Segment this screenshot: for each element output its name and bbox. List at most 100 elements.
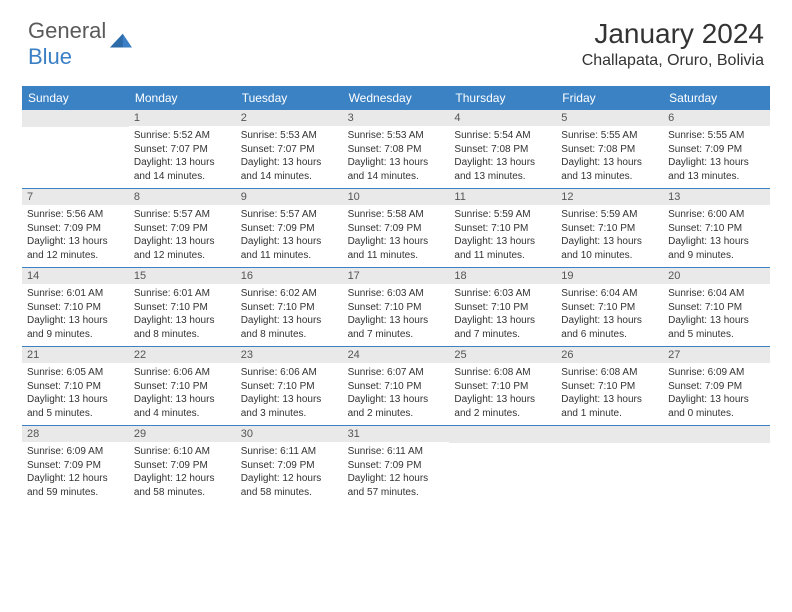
cell-body: Sunrise: 6:05 AMSunset: 7:10 PMDaylight:… — [22, 363, 129, 425]
daylight-text: Daylight: 13 hours and 13 minutes. — [668, 156, 765, 183]
sunrise-text: Sunrise: 6:11 AM — [348, 445, 445, 459]
calendar-cell — [663, 426, 770, 504]
day-number: 5 — [556, 110, 663, 126]
sunrise-text: Sunrise: 5:52 AM — [134, 129, 231, 143]
day-number: 1 — [129, 110, 236, 126]
daylight-text: Daylight: 13 hours and 14 minutes. — [241, 156, 338, 183]
calendar-cell: 26Sunrise: 6:08 AMSunset: 7:10 PMDayligh… — [556, 347, 663, 425]
day-number: 30 — [236, 426, 343, 442]
daylight-text: Daylight: 13 hours and 4 minutes. — [134, 393, 231, 420]
sunset-text: Sunset: 7:09 PM — [27, 459, 124, 473]
location-text: Challapata, Oruro, Bolivia — [582, 52, 764, 70]
sunset-text: Sunset: 7:10 PM — [134, 301, 231, 315]
sunset-text: Sunset: 7:10 PM — [561, 380, 658, 394]
calendar-cell: 18 Sunrise: 6:03 AMSunset: 7:10 PMDayligh… — [449, 268, 556, 346]
cell-body: Sunrise: 6:11 AMSunset: 7:09 PMDaylight:… — [343, 442, 450, 504]
week-row: 21Sunrise: 6:05 AMSunset: 7:10 PMDayligh… — [22, 347, 770, 426]
cell-body: Sunrise: 6:04 AMSunset: 7:10 PMDaylight:… — [556, 284, 663, 346]
cell-body: Sunrise: 6:08 AMSunset: 7:10 PMDaylight:… — [556, 363, 663, 425]
calendar-cell: 12Sunrise: 5:59 AMSunset: 7:10 PMDayligh… — [556, 189, 663, 267]
daylight-text: Daylight: 13 hours and 11 minutes. — [241, 235, 338, 262]
day-number: 8 — [129, 189, 236, 205]
calendar-cell: 20Sunrise: 6:04 AMSunset: 7:10 PMDayligh… — [663, 268, 770, 346]
calendar-cell — [556, 426, 663, 504]
day-number: 28 — [22, 426, 129, 442]
sunrise-text: Sunrise: 5:59 AM — [454, 208, 551, 222]
calendar-cell — [22, 110, 129, 188]
sunrise-text: Sunrise: 6:09 AM — [27, 445, 124, 459]
sunset-text: Sunset: 7:09 PM — [134, 459, 231, 473]
daylight-text: Daylight: 13 hours and 2 minutes. — [348, 393, 445, 420]
sunset-text: Sunset: 7:07 PM — [241, 143, 338, 157]
day-number: 19 — [556, 268, 663, 284]
day-number — [556, 426, 663, 443]
daylight-text: Daylight: 13 hours and 12 minutes. — [134, 235, 231, 262]
day-number: 18 — [449, 268, 556, 284]
daylight-text: Daylight: 13 hours and 13 minutes. — [454, 156, 551, 183]
day-header: Monday — [129, 86, 236, 110]
day-number: 12 — [556, 189, 663, 205]
day-header: Tuesday — [236, 86, 343, 110]
day-number: 10 — [343, 189, 450, 205]
calendar-cell: 8Sunrise: 5:57 AMSunset: 7:09 PMDaylight… — [129, 189, 236, 267]
daylight-text: Daylight: 13 hours and 12 minutes. — [27, 235, 124, 262]
calendar-cell: 29Sunrise: 6:10 AMSunset: 7:09 PMDayligh… — [129, 426, 236, 504]
daylight-text: Daylight: 13 hours and 8 minutes. — [134, 314, 231, 341]
daylight-text: Daylight: 13 hours and 2 minutes. — [454, 393, 551, 420]
calendar-cell: 5Sunrise: 5:55 AMSunset: 7:08 PMDaylight… — [556, 110, 663, 188]
day-header: Friday — [556, 86, 663, 110]
week-row: 1Sunrise: 5:52 AMSunset: 7:07 PMDaylight… — [22, 110, 770, 189]
day-number — [22, 110, 129, 127]
cell-body: Sunrise: 5:52 AMSunset: 7:07 PMDaylight:… — [129, 126, 236, 188]
day-number: 21 — [22, 347, 129, 363]
day-number: 31 — [343, 426, 450, 442]
calendar-cell: 1Sunrise: 5:52 AMSunset: 7:07 PMDaylight… — [129, 110, 236, 188]
week-row: 14Sunrise: 6:01 AMSunset: 7:10 PMDayligh… — [22, 268, 770, 347]
daylight-text: Daylight: 13 hours and 10 minutes. — [561, 235, 658, 262]
daylight-text: Daylight: 12 hours and 59 minutes. — [27, 472, 124, 499]
day-number: 27 — [663, 347, 770, 363]
sunset-text: Sunset: 7:10 PM — [454, 301, 551, 315]
cell-body: Sunrise: 5:59 AMSunset: 7:10 PMDaylight:… — [556, 205, 663, 267]
daylight-text: Daylight: 13 hours and 7 minutes. — [454, 314, 551, 341]
daylight-text: Daylight: 13 hours and 14 minutes. — [348, 156, 445, 183]
sunset-text: Sunset: 7:08 PM — [348, 143, 445, 157]
cell-body: Sunrise: 5:59 AMSunset: 7:10 PMDaylight:… — [449, 205, 556, 267]
cell-body: Sunrise: 6:11 AMSunset: 7:09 PMDaylight:… — [236, 442, 343, 504]
daylight-text: Daylight: 13 hours and 1 minute. — [561, 393, 658, 420]
sunset-text: Sunset: 7:10 PM — [561, 222, 658, 236]
cell-body: Sunrise: 5:53 AMSunset: 7:08 PMDaylight:… — [343, 126, 450, 188]
day-header-row: Sunday Monday Tuesday Wednesday Thursday… — [22, 86, 770, 110]
day-number: 13 — [663, 189, 770, 205]
day-number: 7 — [22, 189, 129, 205]
day-number: 16 — [236, 268, 343, 284]
sunset-text: Sunset: 7:10 PM — [668, 301, 765, 315]
sunrise-text: Sunrise: 5:56 AM — [27, 208, 124, 222]
sunset-text: Sunset: 7:09 PM — [134, 222, 231, 236]
sunrise-text: Sunrise: 6:06 AM — [134, 366, 231, 380]
sunset-text: Sunset: 7:10 PM — [241, 380, 338, 394]
sunset-text: Sunset: 7:10 PM — [454, 380, 551, 394]
calendar-cell: 10Sunrise: 5:58 AMSunset: 7:09 PMDayligh… — [343, 189, 450, 267]
title-block: January 2024 Challapata, Oruro, Bolivia — [582, 18, 764, 70]
calendar: Sunday Monday Tuesday Wednesday Thursday… — [22, 86, 770, 504]
cell-body: Sunrise: 6:09 AMSunset: 7:09 PMDaylight:… — [22, 442, 129, 504]
calendar-cell: 28Sunrise: 6:09 AMSunset: 7:09 PMDayligh… — [22, 426, 129, 504]
daylight-text: Daylight: 13 hours and 0 minutes. — [668, 393, 765, 420]
day-number: 29 — [129, 426, 236, 442]
day-number — [663, 426, 770, 443]
sunrise-text: Sunrise: 5:53 AM — [241, 129, 338, 143]
cell-body: Sunrise: 6:01 AMSunset: 7:10 PMDaylight:… — [129, 284, 236, 346]
calendar-cell: 21Sunrise: 6:05 AMSunset: 7:10 PMDayligh… — [22, 347, 129, 425]
calendar-cell: 13Sunrise: 6:00 AMSunset: 7:10 PMDayligh… — [663, 189, 770, 267]
calendar-cell: 11Sunrise: 5:59 AMSunset: 7:10 PMDayligh… — [449, 189, 556, 267]
sunrise-text: Sunrise: 6:06 AM — [241, 366, 338, 380]
calendar-cell — [449, 426, 556, 504]
logo-blue: Blue — [28, 44, 72, 69]
sunset-text: Sunset: 7:10 PM — [348, 380, 445, 394]
calendar-cell: 16Sunrise: 6:02 AMSunset: 7:10 PMDayligh… — [236, 268, 343, 346]
daylight-text: Daylight: 13 hours and 13 minutes. — [561, 156, 658, 183]
sunrise-text: Sunrise: 6:03 AM — [454, 287, 551, 301]
cell-body: Sunrise: 6:06 AMSunset: 7:10 PMDaylight:… — [236, 363, 343, 425]
sunrise-text: Sunrise: 6:04 AM — [561, 287, 658, 301]
